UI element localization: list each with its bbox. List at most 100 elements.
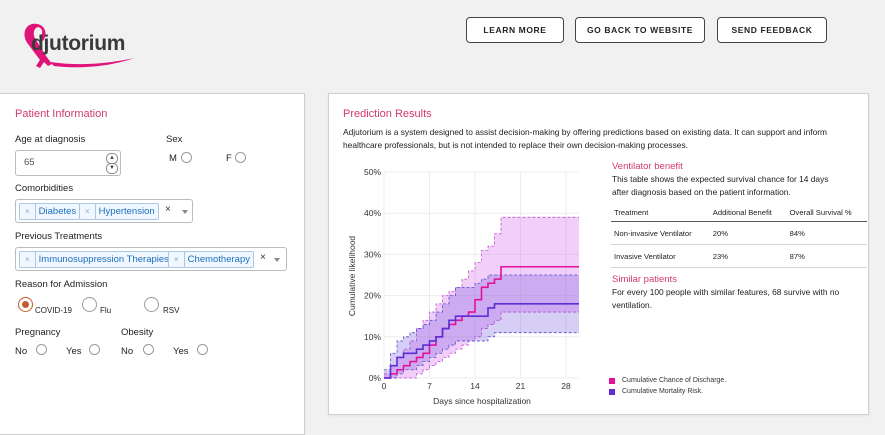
pregnancy-yes-label: Yes — [66, 346, 82, 357]
remove-tag-icon[interactable]: × — [169, 252, 185, 267]
remove-tag-icon[interactable]: × — [20, 252, 36, 267]
learn-more-button[interactable]: LEARN MORE — [466, 17, 564, 43]
y-axis-label: Cumulative likelihood — [347, 236, 357, 317]
obesity-no-label: No — [121, 346, 134, 357]
patient-panel-title: Patient Information — [15, 108, 108, 120]
sex-f-label: F — [226, 153, 232, 164]
obesity-yes-radio[interactable] — [197, 344, 208, 355]
table-cell: 20% — [709, 221, 787, 245]
remove-tag-icon[interactable]: × — [80, 204, 96, 219]
legend-item: Cumulative Mortality Risk. — [609, 386, 726, 397]
table-row: Non-invasive Ventilator 20% 84% — [611, 221, 867, 245]
reason-covid-radio[interactable] — [18, 297, 33, 312]
learn-more-label: LEARN MORE — [483, 25, 547, 35]
comorbidities-select[interactable]: × Diabetes × Hypertension × — [15, 199, 193, 223]
x-axis-label: Days since hospitalization — [433, 396, 531, 406]
similar-patients-text: For every 100 people with similar featur… — [612, 287, 840, 310]
table-cell: 84% — [786, 221, 867, 245]
y-tick-label: 20% — [364, 291, 381, 301]
sex-f-radio[interactable] — [235, 152, 246, 163]
table-cell: 87% — [786, 244, 867, 268]
chart-legend: Cumulative Chance of Discharge. Cumulati… — [609, 375, 726, 397]
results-description: Adjutorium is a system designed to assis… — [343, 127, 827, 150]
lower-bound-line-0 — [384, 311, 579, 379]
tag-label: Diabetes — [38, 206, 77, 217]
table-row: Invasive Ventilator 23% 87% — [611, 244, 867, 268]
obesity-yes-label: Yes — [173, 346, 189, 357]
chevron-down-icon[interactable] — [274, 258, 280, 262]
tag-label: Chemotherapy — [187, 254, 250, 265]
sex-m-radio[interactable] — [181, 152, 192, 163]
legend-swatch-mortality — [609, 388, 615, 395]
comorbidity-tag-diabetes[interactable]: × Diabetes — [19, 203, 81, 220]
similar-patients-title: Similar patients — [612, 274, 677, 285]
reason-covid-label: COVID-19 — [35, 306, 72, 315]
age-decrement-button[interactable]: ▼ — [106, 163, 118, 174]
treatment-tag-chemotherapy[interactable]: × Chemotherapy — [168, 251, 254, 268]
brand-name: djutorium — [31, 32, 126, 55]
tag-label: Hypertension — [98, 206, 155, 217]
prediction-results-panel: Prediction Results Adjutorium is a syste… — [328, 93, 869, 415]
x-tick-label: 7 — [427, 381, 432, 391]
comorbidities-label: Comorbidities — [15, 183, 74, 194]
survival-chart: Cumulative likelihood Days since hospita… — [347, 167, 579, 406]
table-header: Additional Benefit — [709, 202, 787, 222]
x-tick-label: 28 — [561, 381, 571, 391]
previous-treatments-label: Previous Treatments — [15, 231, 103, 242]
logo[interactable] — [18, 22, 148, 72]
upper-bound-line-1 — [384, 274, 579, 371]
remove-tag-icon[interactable]: × — [20, 204, 36, 219]
table-header: Overall Survival % — [786, 202, 867, 222]
results-panel-title: Prediction Results — [343, 108, 432, 120]
x-tick-label: 21 — [516, 381, 526, 391]
reason-rsv-label: RSV — [163, 306, 180, 315]
pregnancy-no-label: No — [15, 346, 28, 357]
y-tick-label: 10% — [364, 332, 381, 342]
legend-item: Cumulative Chance of Discharge. — [609, 375, 726, 386]
reason-for-admission-label: Reason for Admission — [15, 279, 108, 290]
send-feedback-button[interactable]: SEND FEEDBACK — [717, 17, 827, 43]
obesity-no-radio[interactable] — [143, 344, 154, 355]
clear-treatments-icon[interactable]: × — [260, 252, 266, 263]
confidence-band-1 — [384, 275, 579, 378]
sex-label: Sex — [166, 134, 183, 145]
pregnancy-yes-radio[interactable] — [89, 344, 100, 355]
reason-flu-label: Flu — [100, 306, 112, 315]
table-cell: Non-invasive Ventilator — [611, 221, 710, 245]
table-header: Treatment — [611, 202, 710, 222]
y-tick-label: 40% — [364, 208, 381, 218]
send-feedback-label: SEND FEEDBACK — [731, 25, 813, 35]
legend-swatch-discharge — [609, 377, 615, 384]
ventilator-benefit-title: Ventilator benefit — [612, 161, 683, 172]
table-cell: 23% — [709, 244, 787, 268]
y-tick-label: 30% — [364, 249, 381, 259]
previous-treatments-select[interactable]: × Immunosuppression Therapies × Chemothe… — [15, 247, 287, 271]
clear-comorbidities-icon[interactable]: × — [165, 204, 171, 215]
age-input[interactable]: 65 ▲ ▼ — [15, 150, 121, 176]
x-tick-label: 14 — [470, 381, 480, 391]
age-label: Age at diagnosis — [15, 134, 86, 145]
ventilator-benefit-text: This table shows the expected survival c… — [612, 174, 829, 197]
table-header-row: Treatment Additional Benefit Overall Sur… — [611, 202, 867, 222]
sex-m-label: M — [169, 153, 177, 164]
comorbidity-tag-hypertension[interactable]: × Hypertension — [79, 203, 159, 220]
reason-rsv-radio[interactable] — [144, 297, 159, 312]
table-cell: Invasive Ventilator — [611, 244, 710, 268]
series-line-1 — [384, 303, 579, 379]
ventilator-table: Treatment Additional Benefit Overall Sur… — [611, 202, 867, 268]
pregnancy-label: Pregnancy — [15, 327, 61, 338]
pink-ribbon-icon — [24, 23, 134, 68]
go-back-to-website-button[interactable]: GO BACK TO WEBSITE — [575, 17, 705, 43]
reason-flu-radio[interactable] — [82, 297, 97, 312]
treatment-tag-immunosuppression[interactable]: × Immunosuppression Therapies — [19, 251, 173, 268]
tag-label: Immunosuppression Therapies — [38, 254, 169, 265]
obesity-label: Obesity — [121, 327, 154, 338]
age-value: 65 — [24, 157, 35, 168]
legend-label: Cumulative Chance of Discharge. — [622, 377, 727, 384]
y-tick-label: 50% — [364, 167, 381, 177]
patient-information-panel: Patient Information Age at diagnosis 65 … — [0, 93, 305, 435]
pregnancy-no-radio[interactable] — [36, 344, 47, 355]
upper-bound-line-0 — [384, 216, 579, 375]
chevron-down-icon[interactable] — [182, 210, 188, 214]
legend-label: Cumulative Mortality Risk. — [622, 388, 703, 395]
